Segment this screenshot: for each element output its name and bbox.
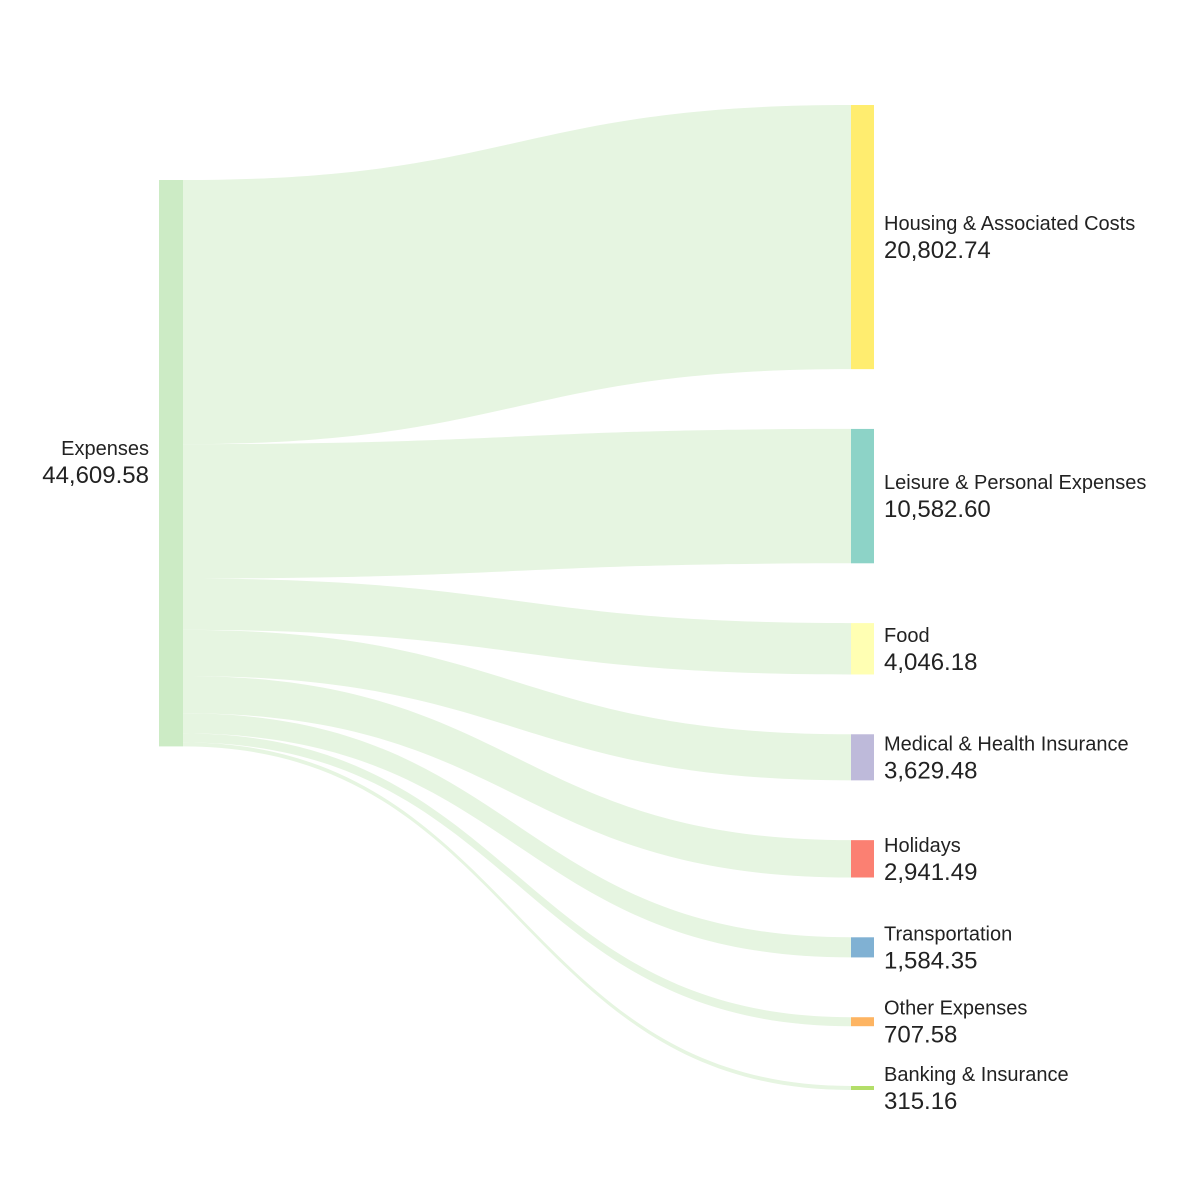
link-leisure-and-personal-expenses	[183, 428, 851, 579]
node-transportation-value: 1,584.35	[884, 947, 977, 974]
node-food-label: Food	[884, 625, 930, 647]
node-holidays-label: Holidays	[884, 835, 961, 857]
node-other-expenses	[851, 1017, 874, 1027]
link-food	[183, 578, 851, 675]
link-other-expenses	[183, 733, 851, 1027]
link-housing-and-associated-costs	[183, 105, 851, 445]
link-medical-and-health-insurance	[183, 629, 851, 781]
node-other-expenses-label: Other Expenses	[884, 998, 1027, 1020]
node-expenses-value: 44,609.58	[42, 462, 149, 489]
node-medical-and-health-insurance-label: Medical & Health Insurance	[884, 733, 1129, 755]
node-banking-and-insurance	[851, 1085, 874, 1090]
node-housing-and-associated-costs-label: Housing & Associated Costs	[884, 213, 1135, 235]
node-banking-and-insurance-label: Banking & Insurance	[884, 1064, 1069, 1086]
node-food-value: 4,046.18	[884, 649, 977, 676]
node-expenses	[159, 180, 183, 747]
link-transportation	[183, 713, 851, 958]
node-transportation-label: Transportation	[884, 923, 1012, 945]
node-holidays	[851, 840, 874, 878]
node-expenses-label: Expenses	[61, 438, 149, 460]
node-holidays-value: 2,941.49	[884, 859, 977, 886]
sankey-links	[183, 105, 851, 1090]
node-medical-and-health-insurance-value: 3,629.48	[884, 757, 977, 784]
node-housing-and-associated-costs-value: 20,802.74	[884, 237, 991, 264]
link-holidays	[183, 675, 851, 878]
node-transportation	[851, 937, 874, 958]
node-banking-and-insurance-value: 315.16	[884, 1088, 957, 1115]
node-leisure-and-personal-expenses-value: 10,582.60	[884, 496, 991, 523]
node-leisure-and-personal-expenses-label: Leisure & Personal Expenses	[884, 472, 1146, 494]
node-food	[851, 623, 874, 675]
node-leisure-and-personal-expenses	[851, 428, 874, 564]
node-medical-and-health-insurance	[851, 734, 874, 781]
link-banking-and-insurance	[183, 742, 851, 1090]
node-housing-and-associated-costs	[851, 105, 874, 370]
sankey-nodes	[159, 105, 874, 1090]
node-other-expenses-value: 707.58	[884, 1022, 957, 1049]
